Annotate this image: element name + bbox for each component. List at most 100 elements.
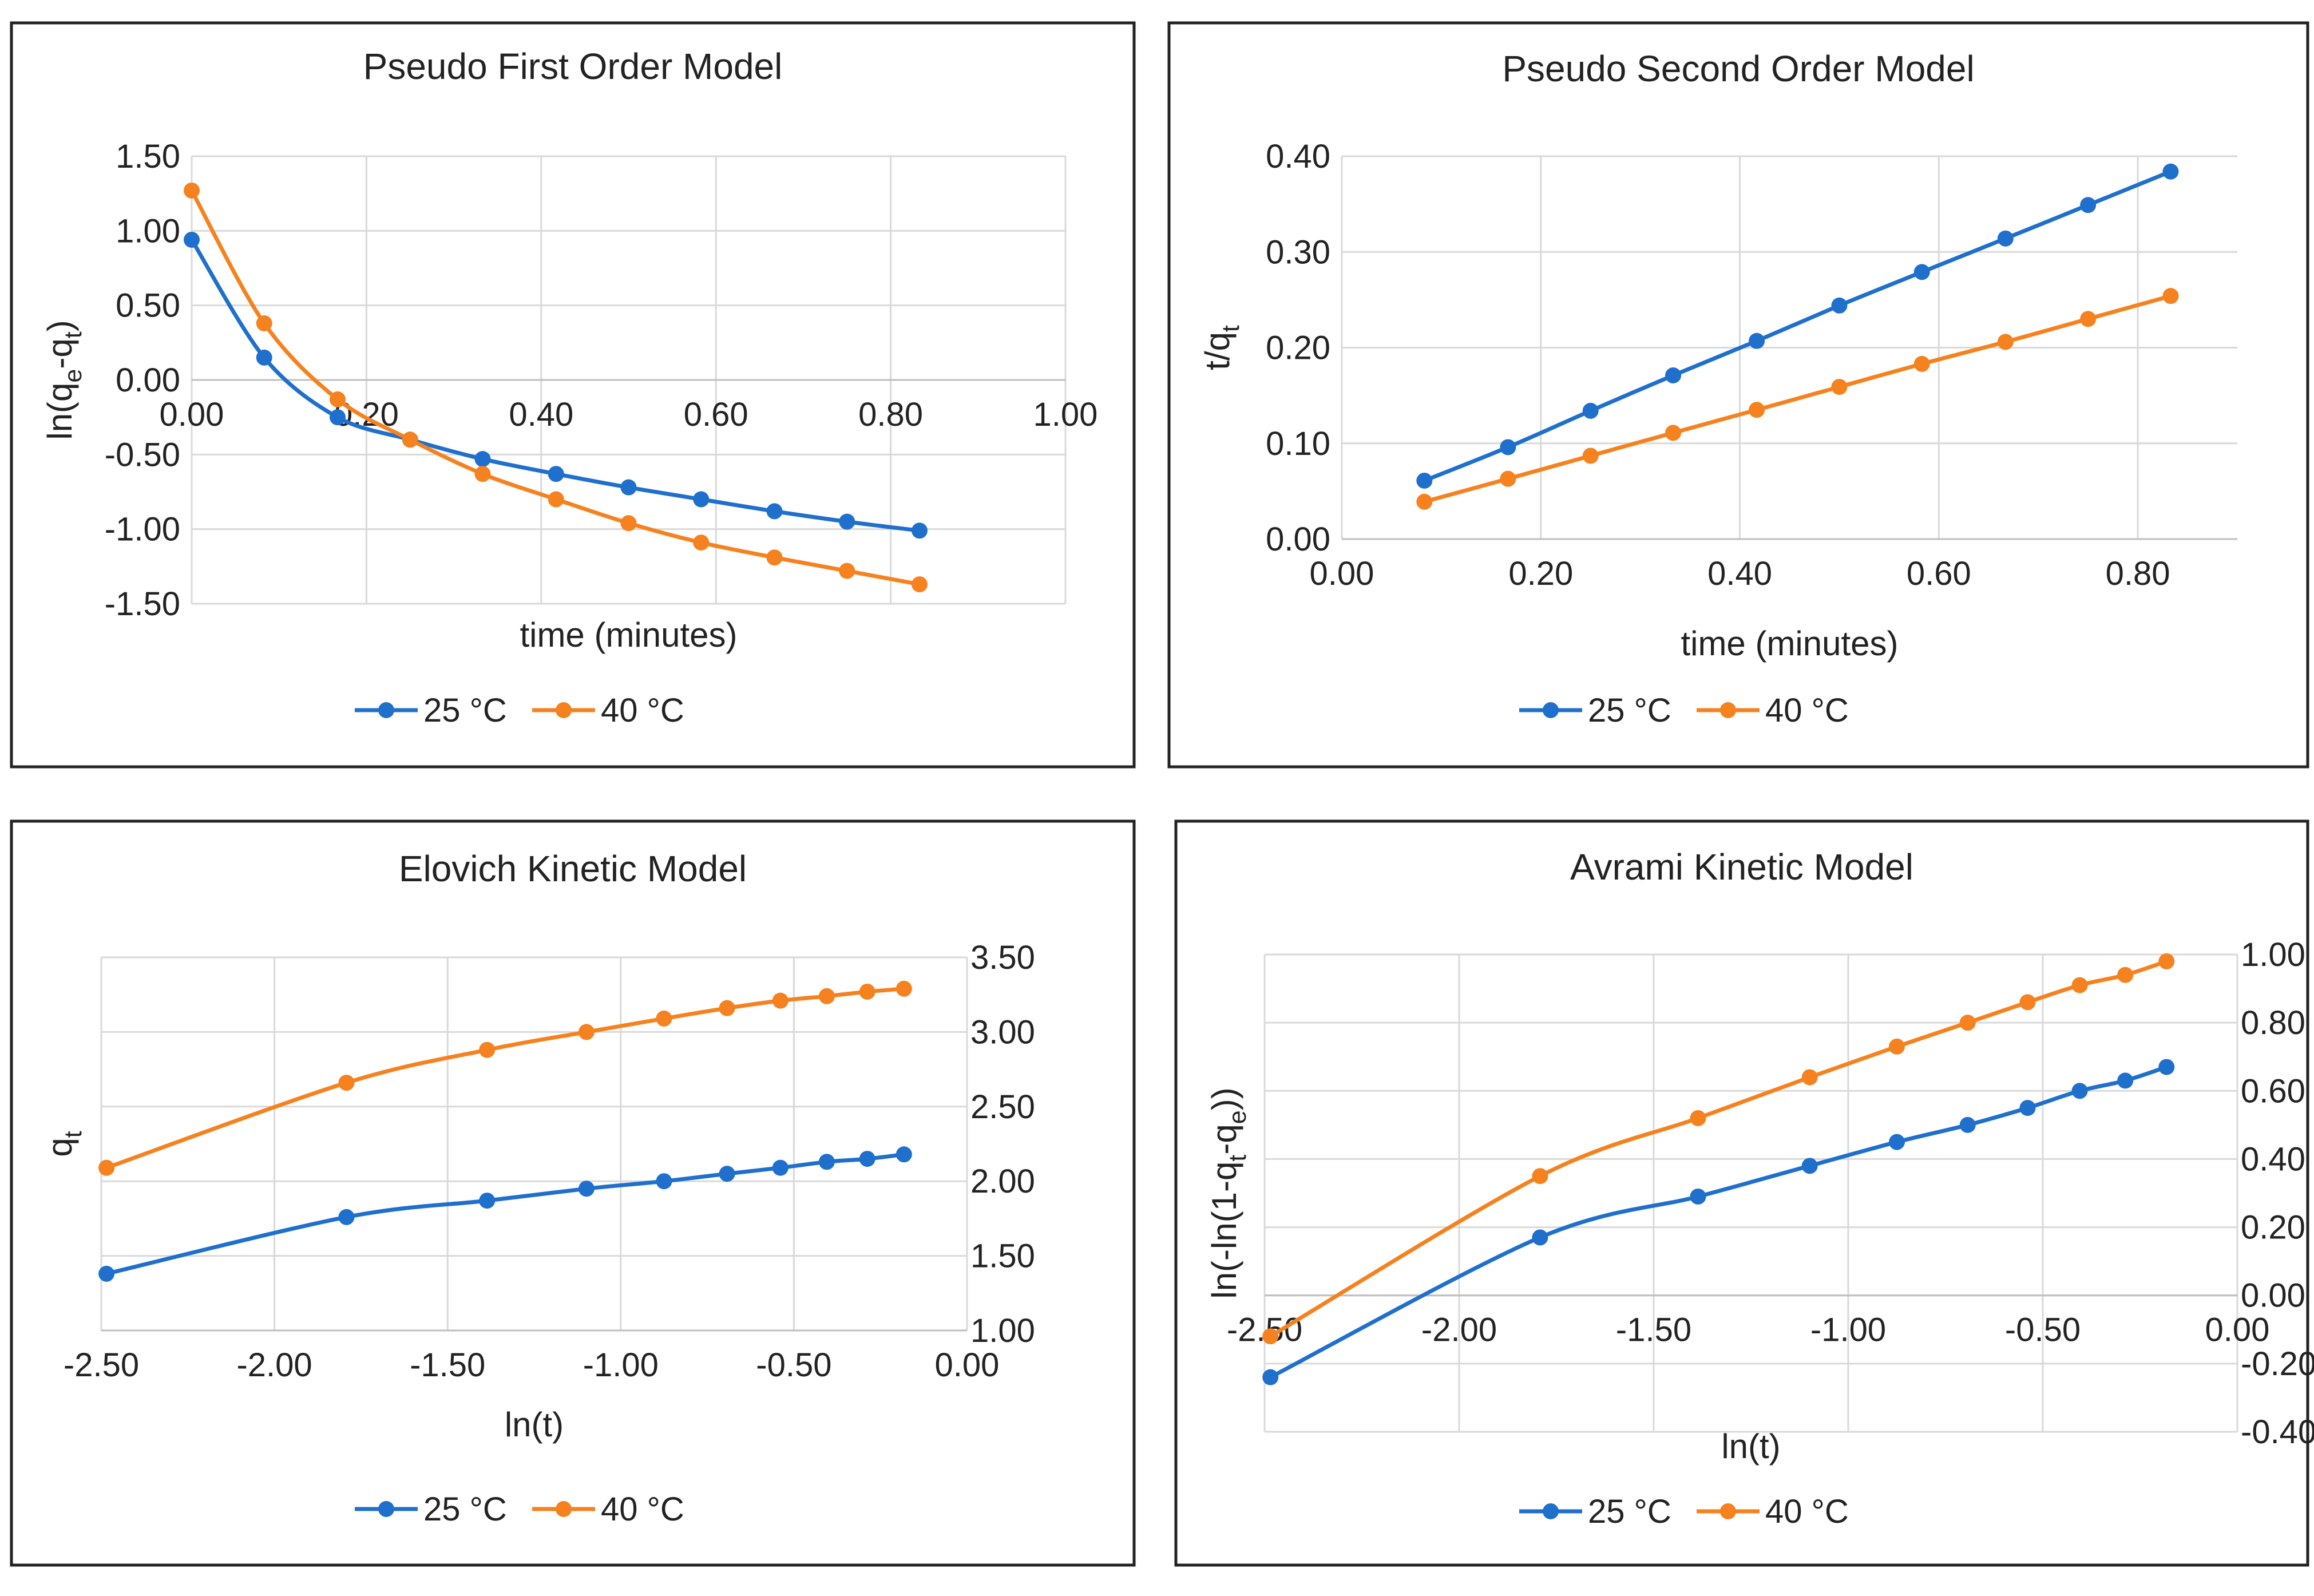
legend-label: 40 °C [601,1491,684,1528]
y-tick-labels: 0.40 0.30 0.20 0.10 0.00 [1266,138,1330,558]
y-tick-label: 1.00 [116,212,180,250]
y-tick-labels: 3.50 3.00 2.50 2.00 1.50 1.00 [970,939,1035,1349]
y-tick-label: 0.20 [1266,330,1330,367]
legend-item-25c: 25 °C [355,1491,507,1528]
data-point [548,466,564,482]
y-tick-label: 1.00 [2241,936,2305,973]
data-point [2080,311,2097,327]
y-tick-label: 0.80 [2241,1004,2305,1041]
legend-item-40c: 40 °C [1697,692,1849,729]
data-point [2158,953,2175,969]
chart-title: Elovich Kinetic Model [399,848,747,889]
x-tick-label: -2.00 [236,1346,312,1384]
data-point [772,992,788,1009]
y-axis-title: ln(-ln(1-qt​-qe​)) [1205,1087,1251,1298]
data-point [1801,1158,1818,1174]
x-tick-label: 0.60 [1907,555,1971,592]
data-point [402,431,418,448]
x-tick-label: -0.50 [2005,1312,2081,1349]
data-point [1913,355,1930,372]
series-40c [98,980,912,1176]
chart-frame [1174,819,2309,1567]
x-tick-label: 0.20 [1508,555,1573,592]
x-tick-label: -2.50 [1227,1312,1302,1349]
x-tick-label: 0.40 [1707,555,1772,592]
chart-title: Pseudo Second Order Model [1502,48,1974,89]
y-tick-label: -1.00 [105,511,180,548]
legend-item-40c: 40 °C [532,1491,684,1528]
y-tick-label: 0.30 [1266,233,1330,271]
data-point [1416,493,1433,510]
data-point [2117,967,2134,983]
data-point [656,1010,672,1027]
data-point [330,409,346,426]
data-point [766,549,783,566]
x-tick-label: -0.50 [756,1346,831,1384]
data-point [1582,447,1599,464]
data-point [2019,1100,2036,1116]
chart-frame [10,21,1136,769]
y-axis-title: ln(qe​-qt​) [41,320,87,439]
series-25c [98,1146,912,1282]
y-tick-label: 0.40 [2241,1140,2305,1178]
data-point [656,1173,672,1190]
legend-swatch-marker [1543,702,1559,718]
x-tick-label: 0.40 [509,396,573,433]
y-tick-label: 0.00 [1266,521,1330,558]
data-point [839,563,855,579]
data-point [2117,1072,2134,1089]
data-point [896,1146,912,1163]
data-point [1500,439,1516,456]
data-point [479,1041,496,1058]
x-tick-label: 0.00 [1310,555,1374,592]
data-point [98,1159,115,1176]
series-40c [184,182,928,593]
x-tick-label: 0.80 [858,396,923,433]
x-tick-label: -1.00 [1810,1312,1886,1349]
data-point [1500,470,1516,487]
data-point [184,231,200,248]
data-point [474,466,491,482]
chart-title: Pseudo First Order Model [363,46,783,87]
y-axis-title: t/qt​ [1198,325,1245,370]
data-point [2162,163,2179,180]
series-40c [1416,288,2179,510]
chart-title: Avrami Kinetic Model [1570,846,1913,888]
data-point [1889,1038,1905,1055]
legend-swatch-marker [378,1501,394,1517]
x-tick-label: -1.50 [1616,1312,1691,1349]
x-axis-title: time (minutes) [520,616,737,654]
data-point [859,983,875,1000]
legend-swatch-marker [1720,702,1736,718]
data-point [1262,1328,1279,1345]
y-tick-label: 1.50 [970,1238,1035,1275]
chart-panel-3: Elovich Kinetic Model 3.50 3.00 2.50 2.00 1.5… [10,819,1136,1567]
x-axis-title: time (minutes) [1681,624,1898,663]
data-point [859,1151,875,1167]
y-tick-label: 0.40 [1266,138,1330,175]
data-point [2162,288,2179,304]
data-point [1416,472,1433,489]
y-tick-label: 0.00 [2241,1277,2305,1314]
data-point [1801,1069,1818,1086]
legend-label: 40 °C [1765,1493,1849,1530]
x-tick-label: 0.00 [160,396,224,433]
data-point [1532,1168,1548,1185]
legend-label: 40 °C [1765,692,1849,729]
data-point [911,522,928,539]
data-point [693,534,710,551]
y-tick-label: 0.50 [116,287,180,324]
data-point [620,515,637,532]
legend-label: 25 °C [423,692,507,729]
data-point [719,1166,735,1182]
series-25c [1416,163,2179,489]
data-point [911,576,928,593]
legend-label: 25 °C [1588,692,1671,729]
gridlines [1263,953,2238,1433]
data-point [1665,367,1682,384]
chart-panel-2: Pseudo Second Order Model 0.40 0.30 0.20 0.1… [1167,21,2309,769]
chart-panel-1: Pseudo First Order Model 1.50 1.00 0.50 0.00… [10,21,1136,769]
data-point [2158,1059,2175,1075]
legend-swatch-marker [1543,1503,1559,1519]
